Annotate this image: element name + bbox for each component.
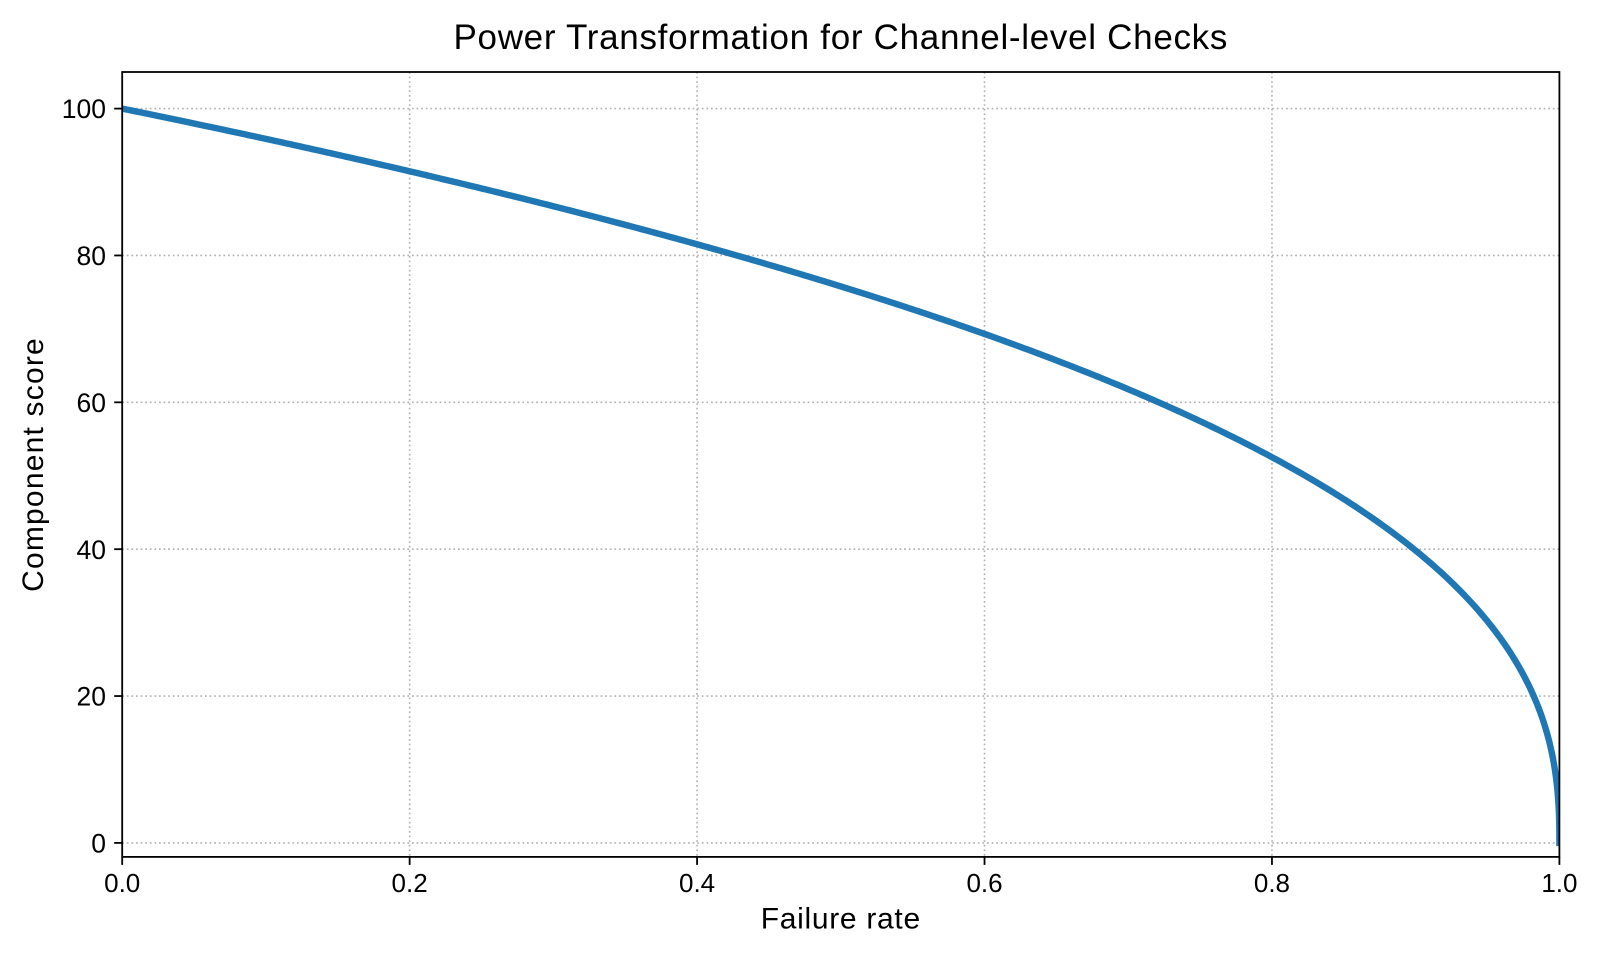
svg-text:80: 80 <box>77 241 106 271</box>
svg-text:0.2: 0.2 <box>392 868 428 898</box>
svg-text:0.0: 0.0 <box>104 868 140 898</box>
svg-text:20: 20 <box>77 682 106 712</box>
svg-text:60: 60 <box>77 388 106 418</box>
svg-text:1.0: 1.0 <box>1541 868 1577 898</box>
svg-text:0.8: 0.8 <box>1254 868 1290 898</box>
svg-text:40: 40 <box>77 535 106 565</box>
svg-text:0.4: 0.4 <box>679 868 715 898</box>
svg-text:0: 0 <box>91 829 106 859</box>
svg-text:100: 100 <box>62 94 106 124</box>
svg-text:0.6: 0.6 <box>966 868 1002 898</box>
svg-text:Failure rate: Failure rate <box>761 902 921 935</box>
svg-text:Component score: Component score <box>17 337 50 592</box>
svg-text:Power Transformation for Chann: Power Transformation for Channel-level C… <box>453 18 1228 57</box>
